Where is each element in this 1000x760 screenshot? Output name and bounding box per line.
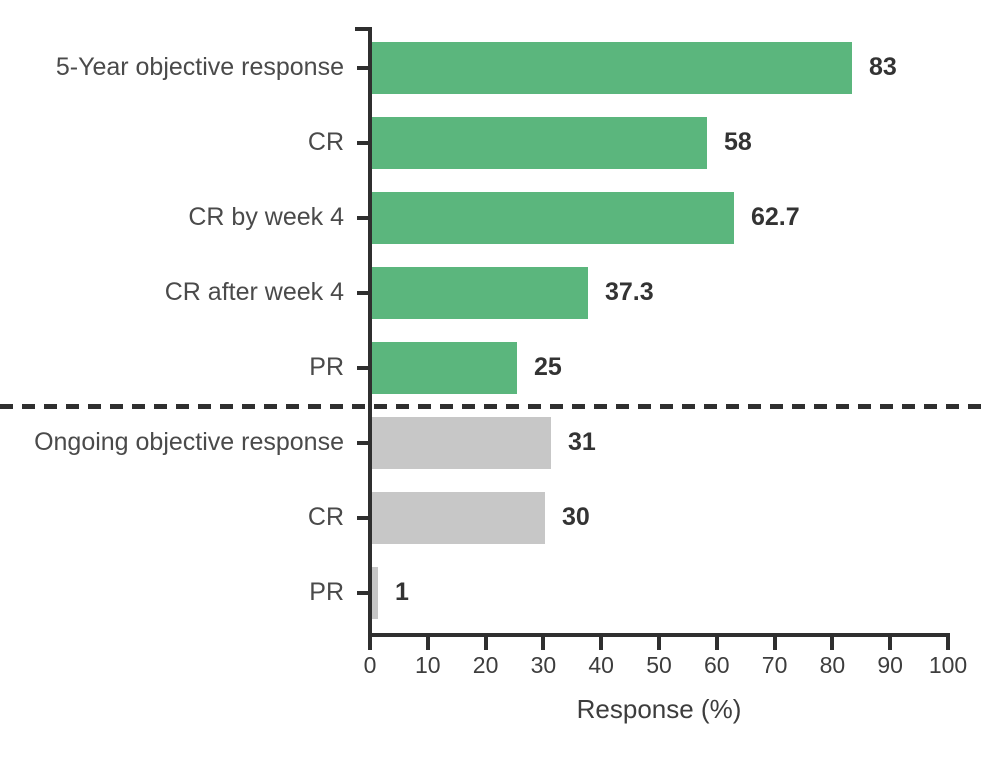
x-axis-tick [888,637,893,650]
y-axis-top-cap [355,27,372,31]
category-label: Ongoing objective response [34,428,344,456]
bar-row: CR 58 [0,105,1000,180]
category-tick [357,140,368,145]
bar-row: PR 25 [0,330,1000,405]
category-label: CR by week 4 [188,203,344,231]
bar [372,416,551,469]
value-label: 31 [568,428,596,456]
x-axis-line [368,633,950,637]
category-tick [357,590,368,595]
x-axis-tick [946,637,950,650]
bar-row: CR 30 [0,480,1000,555]
x-axis-label: Response (%) [576,694,742,724]
category-label: CR after week 4 [164,278,344,306]
bar [372,191,734,244]
category-label: CR [307,128,344,156]
x-axis-tick-label: 10 [415,652,441,678]
x-axis-tick-label: 40 [588,652,614,678]
x-axis-tick [657,637,661,650]
value-label: 30 [562,503,590,531]
category-label: CR [307,503,344,531]
bar-row: Ongoing objective response 31 [0,405,1000,480]
x-axis-tick-label: 0 [363,652,377,678]
category-tick [357,215,368,220]
bar-row: 5-Year objective response 83 [0,30,1000,105]
x-axis-tick [425,637,430,650]
bar-rows: 5-Year objective response 83 CR 58 CR by wee… [0,30,1000,630]
x-axis-tick-label: 70 [761,652,788,678]
value-label: 37.3 [605,278,654,306]
bar [372,491,545,544]
bar-row: CR after week 4 37.3 [0,255,1000,330]
bar-row: CR by week 4 62.7 [0,180,1000,255]
bar-row: PR 1 [0,555,1000,630]
value-label: 62.7 [751,203,800,231]
x-axis-tick-label: 100 [928,652,968,678]
x-axis-tick-label: 60 [704,652,730,678]
value-label: 1 [395,578,409,606]
x-axis-tick [368,637,372,650]
x-axis-tick-label: 20 [472,652,499,678]
category-tick [357,290,368,295]
value-label: 83 [869,53,897,81]
category-tick [357,515,368,520]
group-separator-dashed-line [0,404,988,409]
category-label: PR [309,578,344,606]
x-axis-tick-label: 90 [877,652,903,678]
bar [372,41,852,94]
category-label: 5-Year objective response [55,53,344,81]
category-tick [357,65,368,70]
category-tick [357,365,368,370]
category-label: PR [309,353,344,381]
value-label: 58 [724,128,752,156]
bar [372,116,707,169]
x-axis-tick-label: 30 [530,652,557,678]
x-axis-tick [772,637,777,650]
x-axis-tick [599,637,604,650]
value-label: 25 [534,353,562,381]
x-axis-tick [830,637,835,650]
bar [372,266,588,319]
category-tick [357,440,368,445]
x-axis-tick [714,637,719,650]
y-axis-spine [368,27,372,650]
x-axis-tick [541,637,546,650]
x-axis-tick-label: 50 [646,652,672,678]
x-axis-tick-label: 80 [819,652,846,678]
bar [372,566,378,619]
bar [372,341,517,394]
x-axis-tick [483,637,488,650]
